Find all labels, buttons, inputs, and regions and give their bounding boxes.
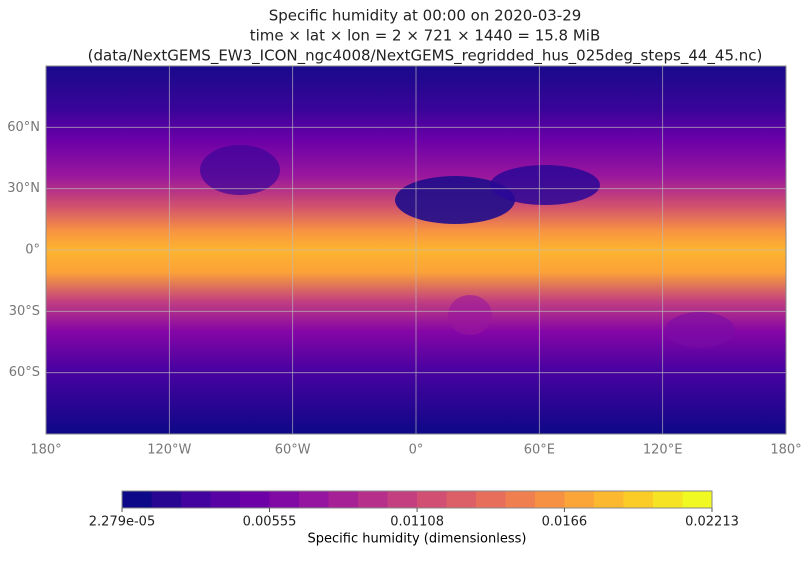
colorbar-tick-label: 0.02213 — [685, 515, 739, 530]
colorbar-tick-label: 0.00555 — [243, 515, 297, 530]
colorbar-segment — [623, 491, 654, 508]
map-frame — [45, 65, 787, 435]
colorbar-segment — [417, 491, 447, 508]
colorbar-segment — [181, 491, 211, 508]
colorbar-tick-label: 0.01108 — [390, 515, 444, 530]
colorbar-segment — [682, 491, 713, 508]
y-tick-label: 30°N — [7, 181, 40, 196]
source: (data/NextGEMS_EW3_ICON_ngc4008/NextGEMS… — [88, 47, 763, 66]
colorbar — [122, 491, 713, 508]
x-tick-label: 0° — [409, 443, 424, 458]
y-tick-label: 0° — [25, 243, 40, 258]
x-tick-label: 180° — [30, 443, 61, 458]
colorbar-segment — [358, 491, 388, 508]
colorbar-segment — [269, 491, 300, 508]
colorbar-segment — [387, 491, 418, 508]
y-tick-label: 60°S — [9, 365, 40, 380]
colorbar-segment — [505, 491, 536, 508]
x-tick-label: 60°W — [275, 443, 311, 458]
colorbar-segment — [653, 491, 683, 508]
colorbar-tick-label: 2.279e-05 — [89, 515, 155, 530]
colorbar-segment — [328, 491, 359, 508]
y-tick-label: 30°S — [9, 304, 40, 319]
colorbar-segment — [240, 491, 270, 508]
x-tick-label: 60°E — [524, 443, 555, 458]
x-tick-label: 180° — [770, 443, 801, 458]
colorbar-segment — [446, 491, 477, 508]
colorbar-segment — [564, 491, 595, 508]
colorbar-segment — [476, 491, 506, 508]
colorbar-segment — [122, 491, 152, 508]
title: Specific humidity at 00:00 on 2020-03-29 — [269, 7, 582, 25]
y-tick-label: 60°N — [7, 120, 40, 135]
colorbar-segment — [299, 491, 329, 508]
colorbar-segment — [594, 491, 624, 508]
subtitle: time × lat × lon = 2 × 721 × 1440 = 15.8… — [250, 27, 601, 45]
colorbar-segment — [535, 491, 565, 508]
colorbar-label: Specific humidity (dimensionless) — [308, 532, 527, 547]
x-tick-label: 120°W — [147, 443, 191, 458]
colorbar-segment — [210, 491, 241, 508]
x-tick-label: 120°E — [643, 443, 683, 458]
colorbar-tick-label: 0.0166 — [542, 515, 588, 530]
colorbar-segment — [151, 491, 182, 508]
